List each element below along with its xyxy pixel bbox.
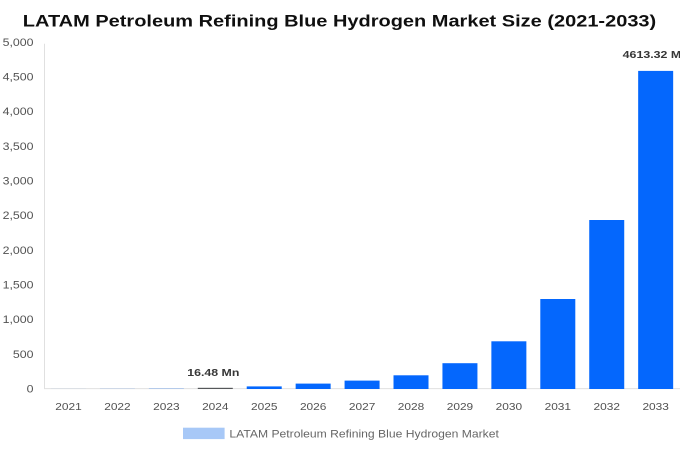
svg-text:1,000: 1,000 [3,314,34,326]
svg-text:2032: 2032 [594,402,620,413]
svg-text:2028: 2028 [398,402,424,413]
svg-text:4,000: 4,000 [3,106,34,118]
svg-text:5,000: 5,000 [3,37,34,49]
svg-text:0: 0 [27,383,34,395]
svg-text:2026: 2026 [300,402,326,413]
svg-text:2033: 2033 [642,402,668,413]
svg-text:500: 500 [13,349,34,361]
svg-text:LATAM Petroleum Refining Blue: LATAM Petroleum Refining Blue Hydrogen M… [23,11,656,30]
svg-text:LATAM Petroleum Refining Blue: LATAM Petroleum Refining Blue Hydrogen M… [229,429,499,440]
svg-text:4613.32 Mn: 4613.32 Mn [623,50,680,61]
svg-text:2029: 2029 [447,402,473,413]
svg-text:3,000: 3,000 [3,175,34,187]
svg-text:3,500: 3,500 [3,141,34,153]
svg-text:16.48 Mn: 16.48 Mn [187,368,239,379]
svg-text:2022: 2022 [104,402,130,413]
svg-text:1,500: 1,500 [3,279,34,291]
svg-text:2021: 2021 [55,402,81,413]
svg-text:2027: 2027 [349,402,375,413]
svg-text:2024: 2024 [202,402,228,413]
svg-text:2023: 2023 [153,402,179,413]
svg-text:2030: 2030 [496,402,522,413]
svg-text:2031: 2031 [545,402,571,413]
svg-text:2025: 2025 [251,402,277,413]
svg-text:2,000: 2,000 [3,245,34,257]
svg-text:4,500: 4,500 [3,71,34,83]
svg-text:2,500: 2,500 [3,210,34,222]
